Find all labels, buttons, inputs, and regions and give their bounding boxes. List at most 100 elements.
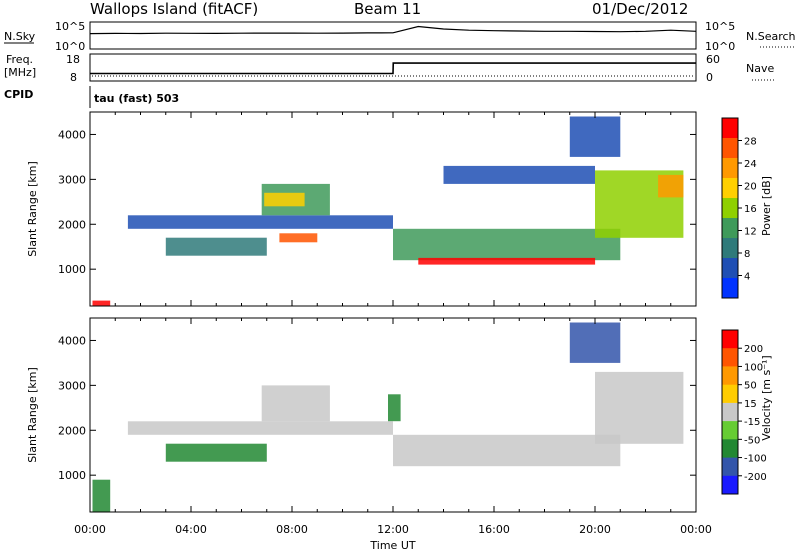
colorbar-tick-label: 15 [744,399,757,410]
freq-series-line [90,62,696,75]
freq-left-label-2: [MHz] [4,66,36,79]
xtick-label: 00:00 [680,523,712,536]
velocity-colorbar-label: Velocity [m s⁻¹] [760,355,773,440]
data-region-7 [569,322,621,363]
velocity-yticks: 1000 2000 3000 4000 [58,334,696,482]
velocity-xticks [89,318,697,512]
data-region-10 [443,165,595,184]
sky-right-label: N.Search [746,30,796,43]
date-title: 01/Dec/2012 [592,0,688,18]
colorbar-tick-label: 12 [744,227,757,238]
colorbar-tick-label: -15 [744,417,760,428]
colorbar-swatch [722,198,738,219]
data-region-5 [279,233,318,243]
power-regions [92,116,684,306]
data-region-11 [569,116,621,157]
ytick-label: 4000 [58,334,86,347]
ytick-label: 2000 [58,424,86,437]
data-region-2 [165,443,267,462]
sky-right-tick-top: 10^5 [705,20,735,33]
colorbar-swatch [722,278,738,299]
power-colorbar-label: Power [dB] [760,176,773,236]
velocity-ylabel: Slant Range [km] [26,367,39,463]
colorbar-swatch [722,158,738,179]
freq-left-tick-bottom: 8 [70,71,77,84]
colorbar-swatch [722,384,738,404]
colorbar-swatch [722,366,738,386]
ytick-label: 3000 [58,173,86,186]
data-region-3 [261,385,330,422]
cpid-label: CPID [4,88,33,101]
data-region-4 [393,434,621,467]
sky-left-tick-bottom: 10^0 [55,40,85,53]
freq-right-label: Nave [746,62,774,75]
data-region-4 [264,192,305,207]
x-axis-label: Time UT [369,539,415,552]
colorbar-swatch [722,218,738,239]
sky-left-label: N.Sky [4,30,36,43]
power-xticks [89,112,697,306]
colorbar-tick-label: -50 [744,435,760,446]
data-region-2 [165,237,267,256]
colorbar-swatch [722,258,738,279]
colorbar-swatch [722,178,738,199]
data-region-6 [393,228,621,261]
freq-left-label-1: Freq. [6,53,33,66]
colorbar-tick-label: 50 [744,381,757,392]
freq-left-tick-top: 18 [66,53,80,66]
colorbar-swatch [722,439,738,458]
xtick-label: 04:00 [175,523,207,536]
colorbar-swatch [722,118,738,139]
data-region-7 [418,257,596,265]
ytick-label: 1000 [58,263,86,276]
data-region-1 [127,215,394,229]
freq-right-tick-top: 60 [706,53,720,66]
beam-title: Beam 11 [354,0,421,18]
colorbar-swatch [722,457,738,477]
colorbar-tick-label: -100 [744,454,767,465]
colorbar-tick-label: 200 [744,344,763,355]
colorbar-tick-label: 20 [744,182,757,193]
x-ticklabels: 00:00 04:00 08:00 12:00 16:00 20:00 00:00 [74,523,712,536]
sky-right-tick-bottom: 10^0 [705,40,735,53]
velocity-colorbar: 200 100 50 15 -15 -50 -100 -200 [721,329,767,495]
xtick-label: 00:00 [74,523,106,536]
xtick-label: 16:00 [478,523,510,536]
colorbar-frame [721,329,739,495]
sky-line-group [89,25,697,35]
power-colorbar: 28 24 20 16 12 8 4 [721,117,757,299]
sky-left-tick-top: 10^5 [55,20,85,33]
freq-panel-frame [89,53,697,82]
data-region-0 [92,479,111,512]
velocity-regions [92,322,684,512]
data-region-6 [388,394,401,422]
xtick-label: 20:00 [579,523,611,536]
colorbar-tick-label: 8 [744,249,750,260]
ytick-label: 2000 [58,218,86,231]
colorbar-swatch [722,421,738,440]
colorbar-tick-label: 4 [744,272,750,283]
colorbar-tick-label: 100 [744,362,763,373]
station-title: Wallops Island (fitACF) [90,0,258,18]
colorbar-swatch [722,475,738,495]
colorbar-swatch [722,238,738,259]
colorbar-tick-label: -200 [744,472,767,483]
colorbar-tick-label: 28 [744,137,757,148]
colorbar-tick-label: 16 [744,204,757,215]
ytick-label: 3000 [58,379,86,392]
colorbar-swatch [722,138,738,159]
ytick-label: 4000 [58,128,86,141]
colorbar-swatch [722,402,738,422]
colorbar-swatch [722,330,738,349]
xtick-label: 08:00 [276,523,308,536]
data-region-1 [127,421,394,435]
data-region-0 [92,300,111,306]
power-yticks: 1000 2000 3000 4000 [58,128,696,276]
data-region-9 [658,174,684,198]
freq-right-tick-bottom: 0 [706,71,713,84]
xtick-label: 12:00 [377,523,409,536]
power-ylabel: Slant Range [km] [26,161,39,257]
cpid-value: tau (fast) 503 [94,92,179,105]
colorbar-tick-label: 24 [744,159,757,170]
